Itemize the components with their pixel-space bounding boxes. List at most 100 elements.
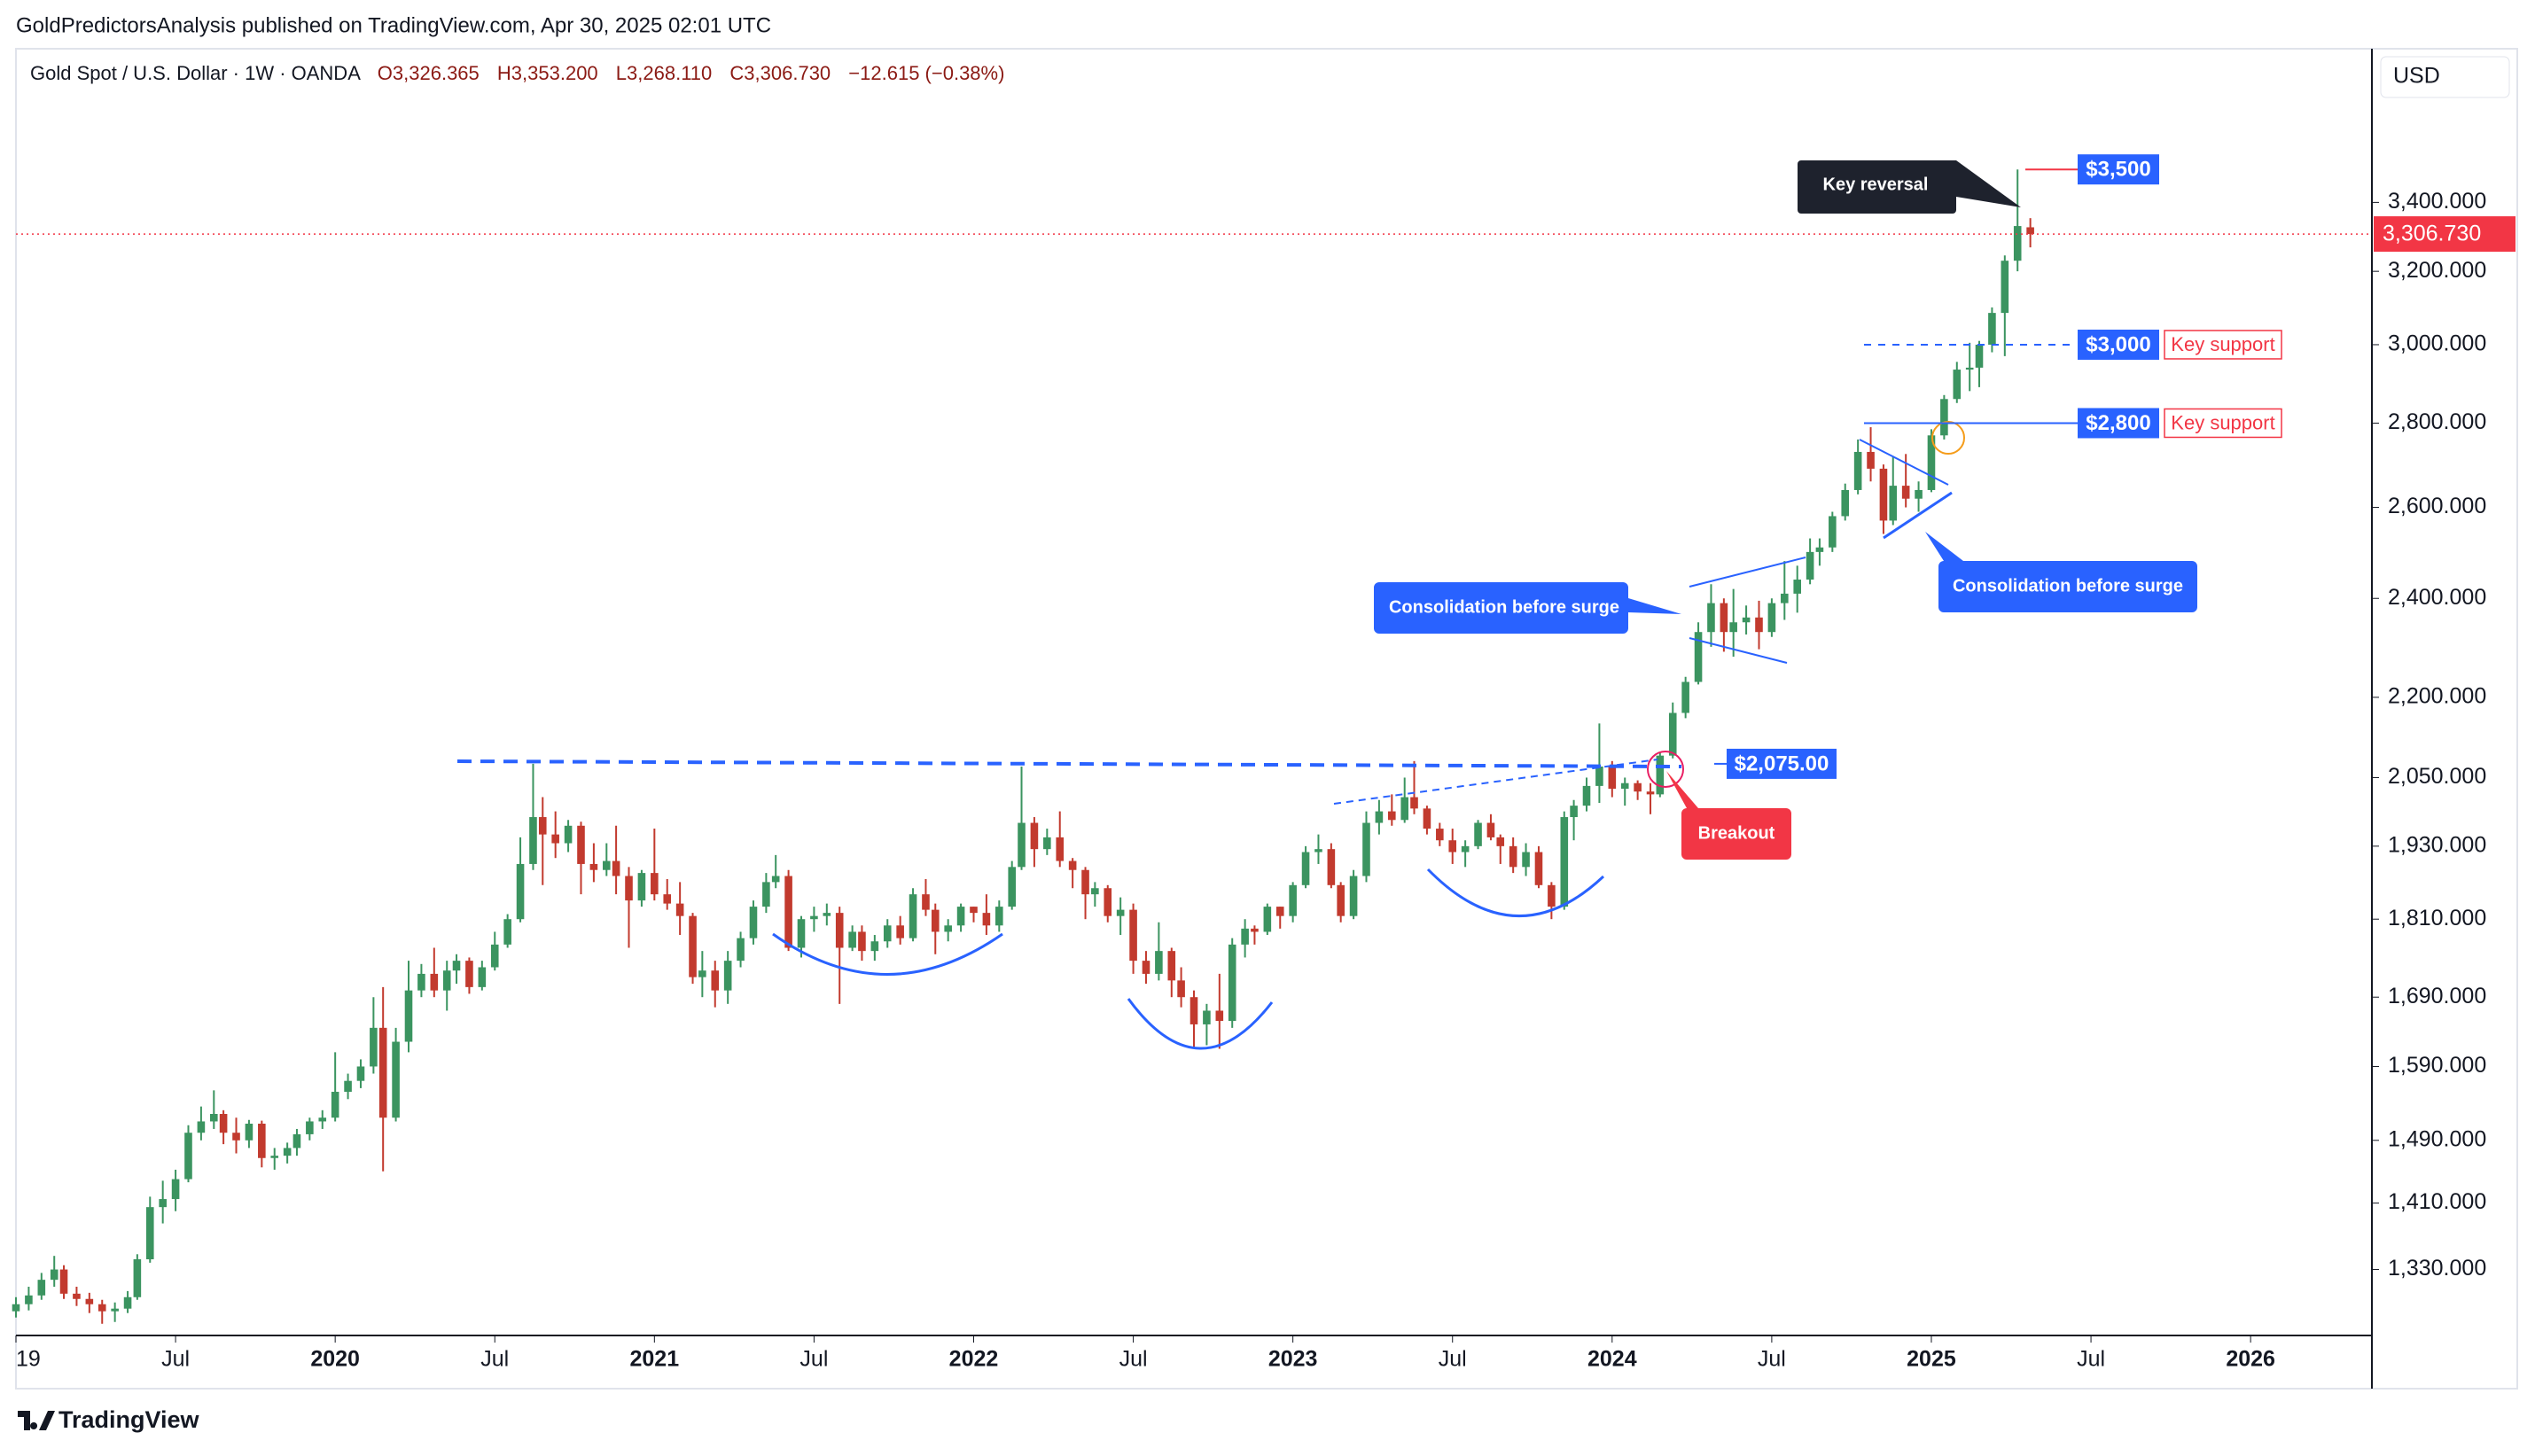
candle-body bbox=[858, 931, 866, 952]
candle-body bbox=[331, 1092, 339, 1118]
candle-body bbox=[417, 973, 425, 991]
candle-body bbox=[2026, 227, 2034, 235]
candle-body bbox=[184, 1133, 192, 1180]
candle-body bbox=[197, 1121, 206, 1133]
candle-body bbox=[1301, 852, 1310, 885]
candle-body bbox=[12, 1304, 20, 1312]
candle-body bbox=[1522, 852, 1530, 868]
triangle-line bbox=[1883, 491, 1953, 540]
candle-body bbox=[258, 1123, 266, 1158]
candle-body bbox=[478, 967, 487, 987]
candle-body bbox=[1815, 547, 1824, 552]
x-tick-label: 2023 bbox=[1268, 1347, 1318, 1372]
y-tick-label: 2,050.000 bbox=[2388, 764, 2486, 789]
candle-body bbox=[1423, 808, 1431, 829]
symbol-line: Gold Spot / U.S. Dollar · 1W · OANDA O3,… bbox=[30, 62, 1004, 84]
candle-body bbox=[1668, 712, 1677, 756]
candle-body bbox=[1228, 944, 1236, 1022]
consolidation-text: Consolidation before surge bbox=[1953, 576, 2183, 596]
trend-line bbox=[1333, 759, 1658, 805]
key-reversal-box bbox=[1798, 160, 2021, 214]
candle-body bbox=[2001, 261, 2009, 314]
y-tick-label: 2,200.000 bbox=[2388, 683, 2486, 708]
candle-body bbox=[784, 876, 792, 948]
x-tick-label: 2021 bbox=[630, 1347, 680, 1372]
ohlc-high: H3,353.200 bbox=[497, 62, 598, 84]
y-tick-label: 1,490.000 bbox=[2388, 1126, 2486, 1151]
candle-body bbox=[1560, 817, 1569, 907]
candle-body bbox=[771, 876, 780, 883]
ohlc-open: O3,326.365 bbox=[378, 62, 480, 84]
candle-body bbox=[848, 931, 856, 948]
candle-body bbox=[1289, 884, 1297, 916]
level-box bbox=[1727, 748, 1837, 779]
candle-body bbox=[944, 925, 952, 932]
candle-body bbox=[442, 970, 451, 991]
x-tick-label: Jul bbox=[161, 1347, 190, 1372]
candle-body bbox=[1410, 797, 1418, 809]
x-tick-label: 19 bbox=[16, 1347, 41, 1372]
currency: USD bbox=[2393, 64, 2440, 89]
currency-button[interactable] bbox=[2380, 56, 2510, 98]
y-tick-label: 2,600.000 bbox=[2388, 494, 2486, 518]
x-tick-label: 2024 bbox=[1587, 1347, 1637, 1372]
candle-body bbox=[1656, 755, 1665, 795]
candle-body bbox=[98, 1304, 106, 1312]
published-line: GoldPredictorsAnalysis published on Trad… bbox=[16, 13, 771, 37]
candle-body bbox=[564, 825, 573, 844]
candle-body bbox=[883, 925, 892, 942]
candle-body bbox=[159, 1199, 167, 1208]
candle-body bbox=[392, 1041, 400, 1118]
candle-body bbox=[270, 1156, 279, 1158]
candle-body bbox=[1496, 837, 1505, 846]
triangle-line bbox=[1859, 439, 1949, 486]
y-tick-label: 3,200.000 bbox=[2388, 258, 2486, 283]
candle-body bbox=[737, 938, 745, 962]
candle-body bbox=[452, 961, 461, 971]
candle-body bbox=[59, 1269, 68, 1294]
candle-body bbox=[723, 961, 732, 991]
candle-body bbox=[589, 863, 598, 870]
level-box bbox=[2078, 154, 2159, 185]
candle-body bbox=[219, 1114, 228, 1133]
candle-body bbox=[1056, 837, 1065, 861]
candle-body bbox=[835, 913, 844, 948]
y-tick-label: 1,810.000 bbox=[2388, 906, 2486, 930]
x-tick-label: Jul bbox=[1119, 1347, 1148, 1372]
y-tick-label: 1,690.000 bbox=[2388, 984, 2486, 1008]
candle-body bbox=[1548, 884, 1556, 907]
candle-body bbox=[232, 1133, 240, 1141]
candle-body bbox=[922, 894, 930, 910]
x-tick-label: 2026 bbox=[2226, 1347, 2275, 1372]
chart-frame bbox=[15, 48, 2518, 1390]
candle-body bbox=[551, 834, 559, 844]
candle-body bbox=[896, 925, 904, 938]
candle-body bbox=[1915, 489, 1923, 499]
x-tick-label: Jul bbox=[1439, 1347, 1467, 1372]
candle-body bbox=[970, 907, 978, 914]
candle-body bbox=[516, 863, 525, 920]
x-tick-label: 2022 bbox=[949, 1347, 999, 1372]
note-box bbox=[2164, 408, 2282, 439]
candle-body bbox=[1190, 997, 1198, 1024]
resistance-line bbox=[456, 759, 1682, 768]
candle-body bbox=[1901, 486, 1910, 499]
candle-body bbox=[318, 1117, 327, 1122]
candle-body bbox=[145, 1207, 154, 1260]
candle-body bbox=[1203, 1010, 1211, 1024]
candle-body bbox=[245, 1123, 254, 1141]
candle-body bbox=[1867, 451, 1875, 469]
x-tick-label: Jul bbox=[1758, 1347, 1786, 1372]
level-label: $3,500 bbox=[2086, 158, 2150, 182]
candle-body bbox=[1486, 822, 1495, 837]
candle-body bbox=[1720, 603, 1728, 633]
candle-body bbox=[1646, 791, 1655, 795]
candle-body bbox=[956, 907, 965, 926]
last-price-label: 3,306.730 bbox=[2383, 222, 2481, 246]
candle-body bbox=[490, 944, 499, 968]
y-tick-label: 1,590.000 bbox=[2388, 1053, 2486, 1078]
breakout-box bbox=[1666, 771, 1791, 860]
candle-body bbox=[711, 970, 720, 991]
x-tick-label: Jul bbox=[2077, 1347, 2105, 1372]
